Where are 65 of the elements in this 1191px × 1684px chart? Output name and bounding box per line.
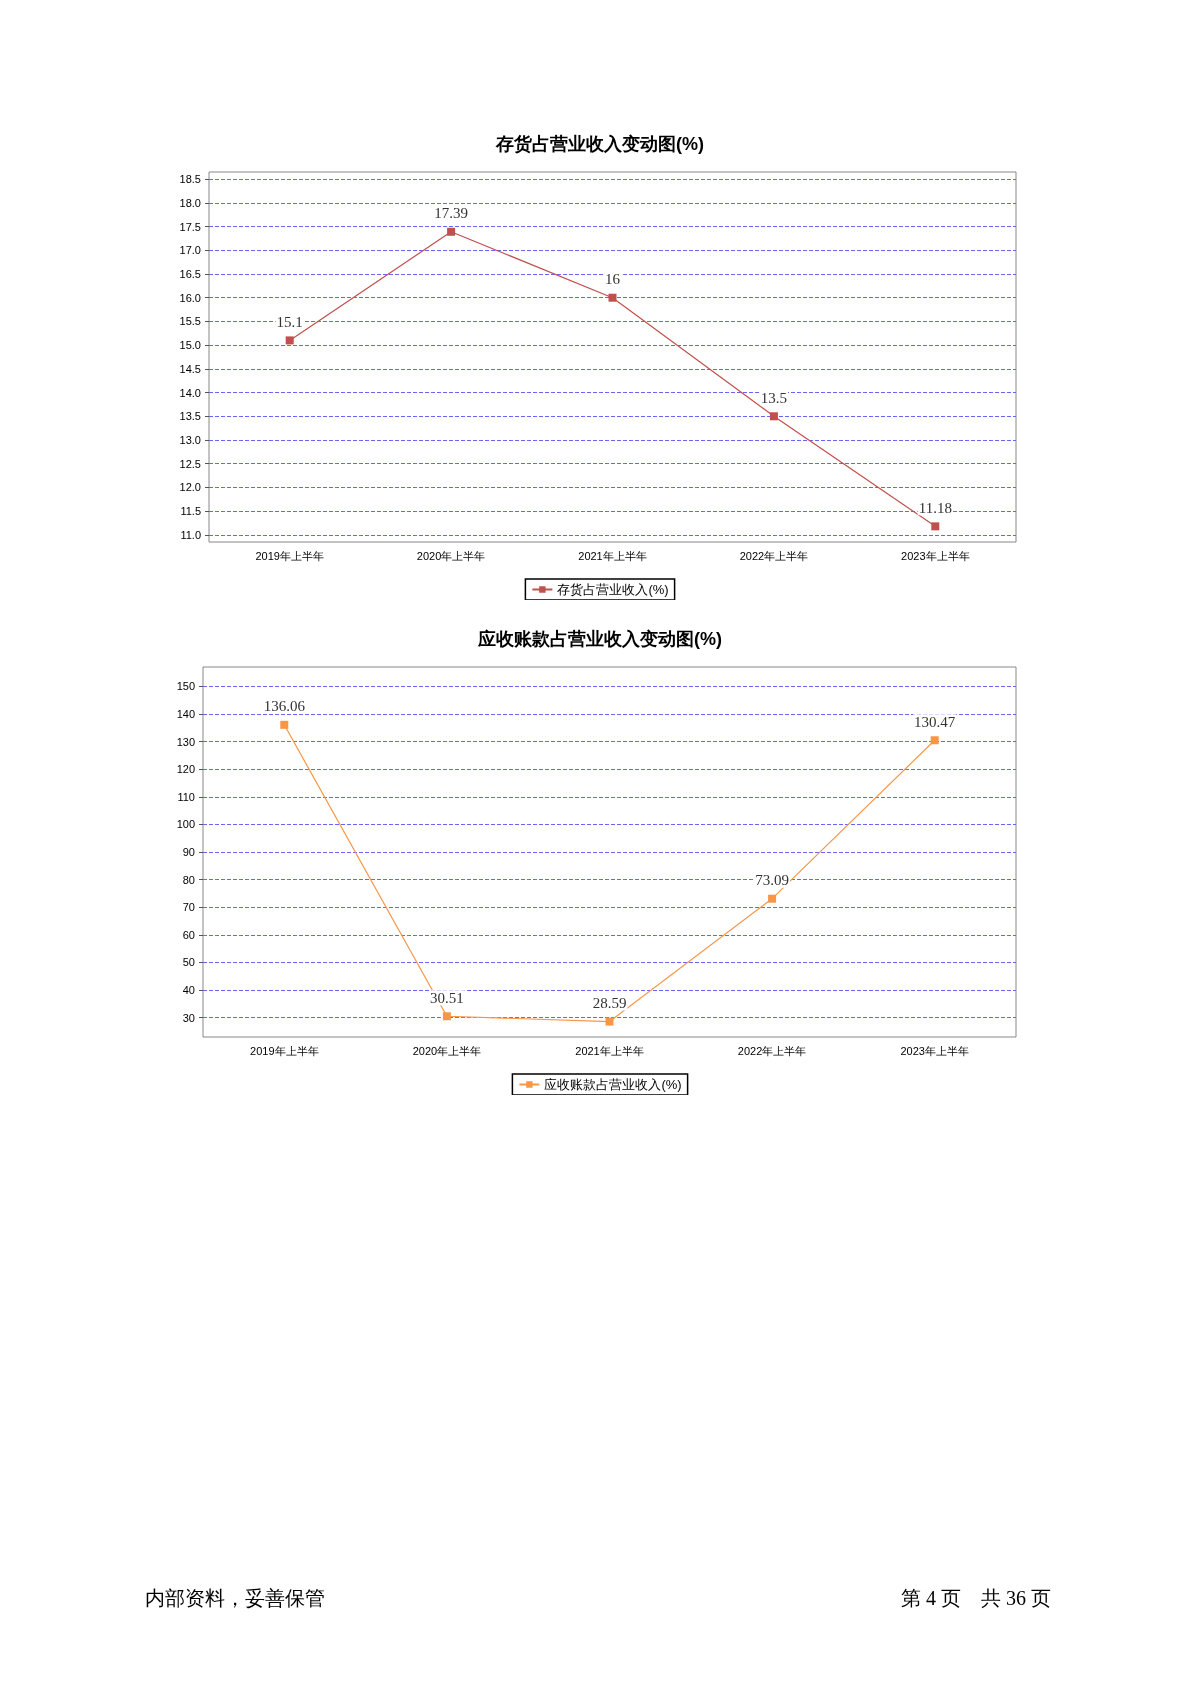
x-tick-label: 2020年上半年 (416, 549, 486, 562)
point (285, 336, 294, 345)
y-tick-label: 140 (176, 707, 195, 720)
data-label: 30.51 (430, 989, 464, 1006)
point (447, 227, 456, 236)
chart-title: 存货占营业收入变动图(%) (495, 134, 704, 154)
x-tick-label: 2019年上半年 (255, 549, 324, 562)
data-label: 16 (605, 271, 621, 288)
point (769, 412, 778, 421)
x-tick-label: 2022年上半年 (737, 1044, 807, 1057)
data-label: 28.59 (592, 995, 627, 1012)
text: 内部资料，妥善保管 (145, 1586, 325, 1611)
data-label: 15.1 (276, 313, 303, 330)
point (930, 736, 939, 745)
y-tick-label: 100 (176, 818, 195, 831)
y-tick-label: 50 (182, 956, 195, 969)
y-tick-label: 30 (182, 1011, 195, 1024)
data-label: 136.06 (263, 698, 306, 715)
point (931, 522, 940, 531)
y-tick-label: 150 (176, 680, 195, 693)
x-tick-label: 2023年上半年 (901, 549, 970, 562)
x-tick-label: 2022年上半年 (739, 549, 809, 562)
y-tick-label: 70 (182, 901, 195, 914)
data-label: 11.18 (918, 499, 952, 516)
y-tick-label: 130 (176, 735, 195, 748)
y-tick-label: 18.5 (179, 173, 201, 186)
point (768, 894, 777, 903)
y-tick-label: 15.0 (179, 339, 201, 352)
data-label: 130.47 (914, 713, 956, 730)
x-tick-label: 2021年上半年 (575, 1044, 644, 1057)
y-tick-label: 16.5 (179, 267, 201, 280)
y-tick-label: 60 (182, 928, 195, 941)
data-label: 73.09 (755, 872, 789, 889)
y-tick-label: 110 (177, 790, 195, 803)
y-tick-label: 80 (182, 873, 195, 886)
chart-title: 应收账款占营业收入变动图(%) (477, 629, 722, 649)
y-tick-label: 14.0 (179, 386, 201, 399)
y-tick-label: 13.0 (179, 434, 201, 447)
x-tick-label: 2019年上半年 (250, 1044, 319, 1057)
y-tick-label: 18.0 (179, 196, 201, 209)
point (605, 1017, 614, 1026)
text: 第 4 页 共 36 页 (901, 1586, 1051, 1611)
y-tick-label: 40 (182, 984, 195, 997)
y-tick-label: 12.5 (179, 457, 201, 470)
y-tick-label: 11.0 (180, 528, 201, 541)
y-tick-label: 120 (176, 763, 195, 776)
point (442, 1012, 451, 1021)
y-tick-label: 17.5 (179, 220, 201, 233)
y-tick-label: 12.0 (179, 481, 201, 494)
x-tick-label: 2023年上半年 (900, 1044, 969, 1057)
legend-label: 应收账款占营业收入(%) (544, 1077, 682, 1092)
y-tick-label: 11.5 (180, 505, 201, 518)
y-tick-label: 17.0 (179, 244, 201, 257)
data-label: 13.5 (760, 389, 788, 406)
y-tick-label: 90 (182, 846, 195, 858)
y-tick-label: 15.5 (179, 315, 201, 328)
x-tick-label: 2021年上半年 (578, 549, 647, 562)
legend-label: 存货占营业收入(%) (557, 582, 669, 597)
y-tick-label: 14.5 (179, 362, 201, 375)
data-label: 17.39 (434, 205, 468, 222)
x-tick-label: 2020年上半年 (412, 1044, 482, 1057)
y-tick-label: 13.5 (179, 410, 201, 423)
point (280, 720, 289, 729)
point (608, 293, 617, 302)
y-tick-label: 16.0 (179, 291, 201, 304)
